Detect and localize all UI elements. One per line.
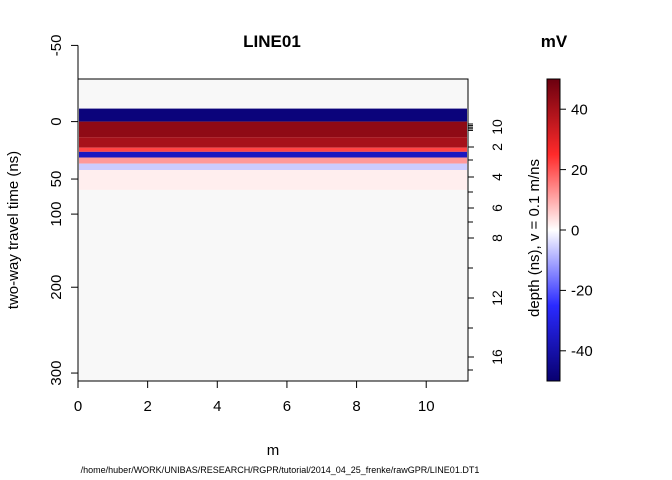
colorbar-gradient <box>546 78 561 382</box>
depth-tick-label: 4 <box>489 173 505 181</box>
chart-title: LINE01 <box>243 32 301 51</box>
y-axis: -50 0 50 100 200 300 <box>48 35 79 386</box>
x-tick-label: 0 <box>74 398 82 415</box>
colorbar-ticks: 40 20 0 -20 -40 <box>560 101 593 360</box>
source-file-path: /home/huber/WORK/UNIBAS/RESEARCH/RGPR/tu… <box>81 465 480 475</box>
x-tick-label: 10 <box>418 398 435 415</box>
radargram-plot-area <box>77 78 469 382</box>
y-tick-label: -50 <box>48 35 65 57</box>
reflection-band <box>79 157 467 164</box>
colorbar-tick-label: -20 <box>571 283 593 300</box>
x-tick-label: 8 <box>352 398 360 415</box>
colorbar-title: mV <box>541 32 568 51</box>
reflection-band <box>79 169 467 190</box>
reflection-band <box>79 163 467 170</box>
depth-axis-label: depth (ns), v = 0.1 m/ns <box>526 159 543 317</box>
y-tick-label: 50 <box>48 171 65 188</box>
depth-tick-label: 8 <box>489 234 505 242</box>
colorbar-tick-label: 20 <box>571 162 588 179</box>
x-tick-label: 4 <box>213 398 221 415</box>
reflection-band <box>79 147 467 152</box>
depth-tick-label: 2 <box>489 143 505 151</box>
y-tick-label: 0 <box>48 117 65 125</box>
y-tick-label: 200 <box>48 275 65 300</box>
y-axis-label: two-way travel time (ns) <box>5 151 22 309</box>
depth-tick-label: 12 <box>489 290 505 306</box>
colorbar-tick-label: 0 <box>571 222 579 239</box>
reflection-band <box>79 108 467 122</box>
colorbar: 40 20 0 -20 -40 <box>546 78 593 382</box>
colorbar-tick-label: -40 <box>571 343 593 360</box>
y-tick-label: 300 <box>48 361 65 386</box>
depth-tick-label: 6 <box>489 204 505 212</box>
depth-tick-label: 10 <box>489 119 505 135</box>
x-axis: 0 2 4 6 8 10 <box>74 380 435 415</box>
x-axis-label: m <box>267 442 280 459</box>
depth-tick-label: 16 <box>489 349 505 365</box>
reflection-band <box>79 137 467 148</box>
reflection-bands <box>79 108 467 190</box>
x-tick-label: 2 <box>143 398 151 415</box>
y-tick-label: 100 <box>48 202 65 227</box>
reflection-band <box>79 151 467 158</box>
depth-axis: 2 4 6 8 12 16 10 <box>468 119 505 371</box>
x-tick-label: 6 <box>283 398 291 415</box>
colorbar-tick-label: 40 <box>571 101 588 118</box>
reflection-band <box>79 121 467 138</box>
